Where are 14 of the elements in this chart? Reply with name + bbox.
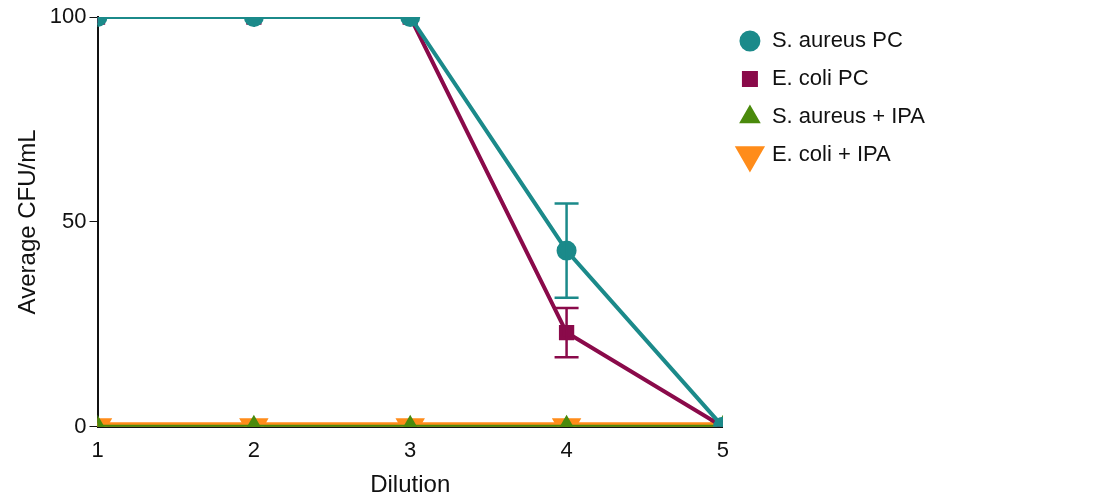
x-axis-title: Dilution	[370, 470, 451, 498]
y-tick-label: 0	[74, 412, 87, 438]
x-tick-label: 5	[716, 437, 730, 463]
x-tick-label: 3	[404, 437, 417, 463]
legend-label: E. coli + IPA	[771, 141, 892, 167]
legend-label: S. aureus + IPA	[771, 103, 926, 129]
x-tick-label: 1	[91, 437, 104, 463]
x-tick-label: 2	[247, 437, 260, 463]
y-tick-label: 50	[62, 207, 87, 233]
y-axis-title: Average CFU/mL	[13, 129, 41, 315]
x-tick-label: 4	[560, 437, 573, 463]
y-tick-label: 100	[49, 3, 87, 29]
legend-label: S. aureus PC	[771, 27, 903, 53]
legend-label: E. coli PC	[771, 65, 869, 91]
